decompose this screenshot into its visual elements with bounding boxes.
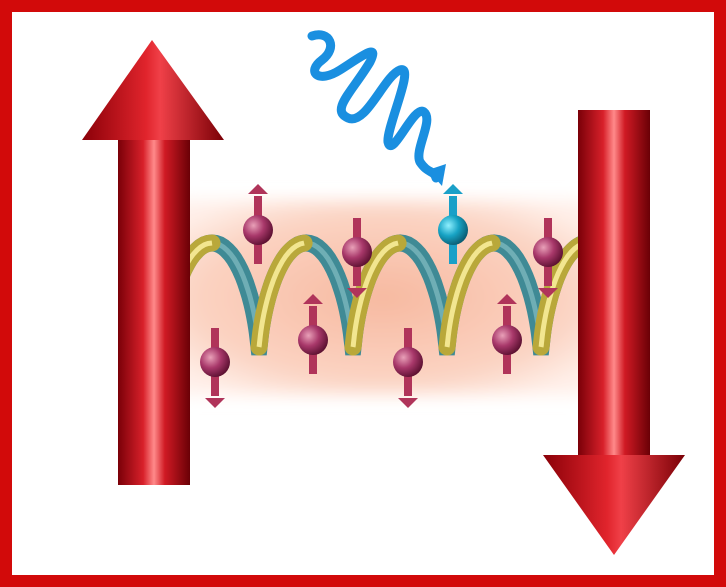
spin-ball: [200, 347, 230, 377]
illustration: [0, 0, 726, 587]
spin-ball: [438, 215, 468, 245]
page: (() => { const NS = 'http://www.w3.org/2…: [0, 0, 726, 587]
spin-ball: [298, 325, 328, 355]
arrow-shaft: [118, 138, 190, 485]
spin-ball: [393, 347, 423, 377]
spin-ball: [492, 325, 522, 355]
spin-ball: [342, 237, 372, 267]
arrow-shaft: [578, 110, 650, 457]
spin-ball: [533, 237, 563, 267]
spin-ball: [243, 215, 273, 245]
